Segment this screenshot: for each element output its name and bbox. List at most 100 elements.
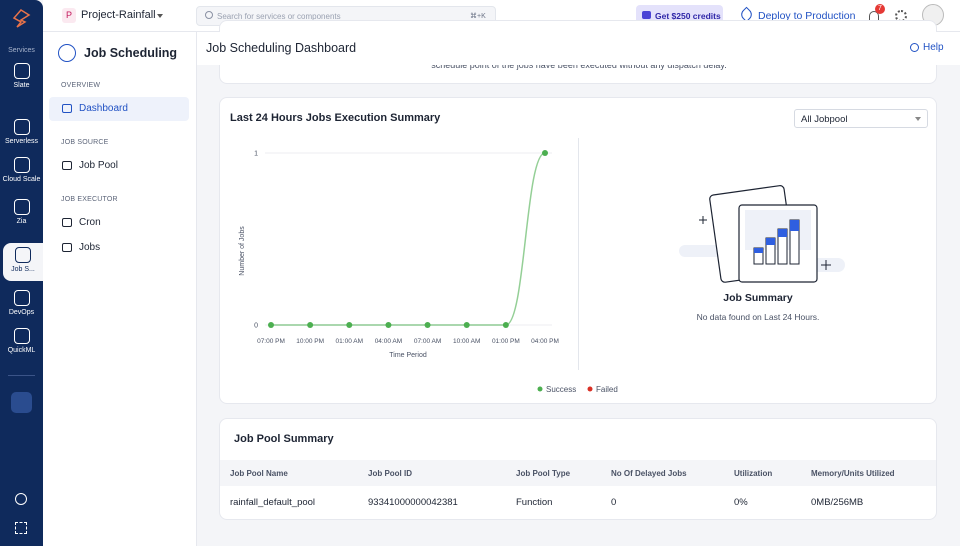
nav-icon	[62, 161, 72, 170]
rail-item[interactable]: Zia	[0, 195, 43, 233]
data-point	[502, 322, 509, 328]
rail-label: DevOps	[8, 309, 35, 316]
column-header: Job Pool Name	[230, 469, 288, 478]
table-cell: 0	[611, 497, 617, 508]
table-cell: 0%	[734, 497, 748, 508]
rail-item[interactable]: Job S...	[3, 243, 43, 281]
table-cell: rainfall_default_pool	[230, 497, 316, 508]
x-tick-label: 04:00 PM	[531, 338, 559, 345]
help-link[interactable]: Help	[923, 42, 944, 53]
project-badge: P	[62, 8, 76, 23]
notification-count: 7	[875, 4, 885, 14]
service-rail: Services Slate Serverless Cloud Scale Zia Jo…	[0, 0, 43, 546]
x-axis-title: Time Period	[389, 352, 427, 359]
rail-label: Serverless	[4, 138, 39, 145]
divider	[578, 138, 579, 370]
data-point	[463, 322, 470, 328]
x-tick-label: 10:00 AM	[453, 338, 480, 345]
section-heading: JOB SOURCE	[61, 139, 109, 146]
x-tick-label: 01:00 PM	[492, 338, 520, 345]
rail-label: QuickML	[7, 347, 36, 354]
data-point	[307, 322, 314, 328]
rail-item[interactable]: Cloud Scale	[0, 153, 43, 191]
table-card: Job Pool Summary	[219, 418, 937, 520]
rail-heading: Services	[8, 47, 35, 54]
nav-icon	[62, 104, 72, 113]
x-tick-label: 07:00 PM	[257, 338, 285, 345]
rail-label: Job S...	[11, 266, 35, 273]
nav-icon	[62, 243, 72, 252]
help-icon	[910, 43, 919, 52]
rail-item[interactable]: Slate	[0, 59, 43, 97]
nav-label: Cron	[79, 217, 101, 228]
caret	[915, 117, 921, 121]
ai-icon[interactable]	[15, 493, 27, 505]
data-point	[268, 322, 274, 328]
page-title: Job Scheduling Dashboard	[206, 41, 357, 55]
rail-label: Cloud Scale	[2, 176, 41, 183]
column-header: Job Pool ID	[368, 469, 412, 478]
legend-label: Failed	[596, 385, 618, 394]
nav-item[interactable]: Jobs	[49, 236, 189, 260]
card-title: Last 24 Hours Jobs Execution Summary	[230, 112, 441, 124]
logo	[12, 9, 31, 28]
credits-label: Get $250 credits	[655, 11, 721, 21]
table-title: Job Pool Summary	[234, 433, 334, 445]
nav-item[interactable]: Job Pool	[49, 154, 189, 178]
crown-icon	[642, 11, 651, 19]
nav-label: Jobs	[79, 242, 101, 253]
rail-item[interactable]: QuickML	[0, 324, 43, 362]
nav-item[interactable]: Cron	[49, 211, 189, 235]
section-heading: JOB EXECUTOR	[61, 196, 118, 203]
column-header: Job Pool Type	[516, 469, 571, 478]
empty-title: Job Summary	[723, 292, 793, 304]
grid-icon[interactable]	[15, 522, 27, 534]
caret	[157, 14, 163, 18]
data-point	[346, 322, 353, 328]
nav-label: Dashboard	[79, 103, 128, 114]
y-axis-title: Number of Jobs	[239, 226, 246, 276]
rail-icon	[15, 247, 31, 263]
data-point	[424, 322, 431, 328]
table-cell: 0MB/256MB	[811, 497, 864, 508]
rail-icon	[13, 199, 30, 215]
rail-icon	[13, 328, 30, 344]
jobpool-dropdown[interactable]: All Jobpool	[794, 109, 928, 128]
project-name[interactable]: Project-Rainfall	[81, 9, 156, 21]
nav-icon	[62, 218, 72, 227]
nav-label: Job Pool	[79, 160, 118, 171]
service-icon	[58, 44, 76, 62]
legend-label: Success	[546, 385, 576, 394]
rail-label: Slate	[13, 82, 30, 89]
x-tick-label: 04:00 AM	[375, 338, 402, 345]
table-cell: 93341000000042381	[368, 497, 458, 508]
rail-icon	[13, 157, 30, 173]
search-placeholder: Search for services or components	[217, 12, 341, 21]
rail-label: Zia	[16, 218, 27, 225]
empty-illustration	[679, 185, 845, 283]
nav-item[interactable]: Dashboard	[49, 97, 189, 121]
x-tick-label: 07:00 AM	[414, 338, 441, 345]
empty-text: No data found on Last 24 Hours.	[696, 312, 820, 322]
x-tick-label: 01:00 AM	[336, 338, 363, 345]
series-line	[270, 152, 546, 326]
rail-icon	[13, 290, 30, 306]
line-chart: Number of Jobs Time Period 0 1 07:00 PM 10:…	[239, 150, 618, 394]
column-header: Utilization	[734, 469, 773, 478]
section-heading: OVERVIEW	[61, 82, 101, 89]
x-tick-label: 10:00 PM	[296, 338, 324, 345]
summary-card: Last 24 Hours Jobs Execution Summary All…	[219, 97, 937, 404]
y-tick-label: 1	[254, 151, 258, 158]
shortcut: ⌘+K	[470, 13, 486, 20]
rail-item[interactable]: DevOps	[0, 286, 43, 324]
rail-item[interactable]: Serverless	[0, 115, 43, 153]
apps-button[interactable]	[11, 392, 32, 413]
rail-icon	[13, 119, 30, 135]
service-title: Job Scheduling	[84, 46, 178, 60]
table-header	[220, 460, 936, 486]
deploy-button[interactable]: Deploy to Production	[758, 10, 856, 22]
legend-swatch	[537, 386, 543, 392]
column-header: Memory/Units Utilized	[811, 469, 895, 478]
data-point	[542, 150, 548, 156]
